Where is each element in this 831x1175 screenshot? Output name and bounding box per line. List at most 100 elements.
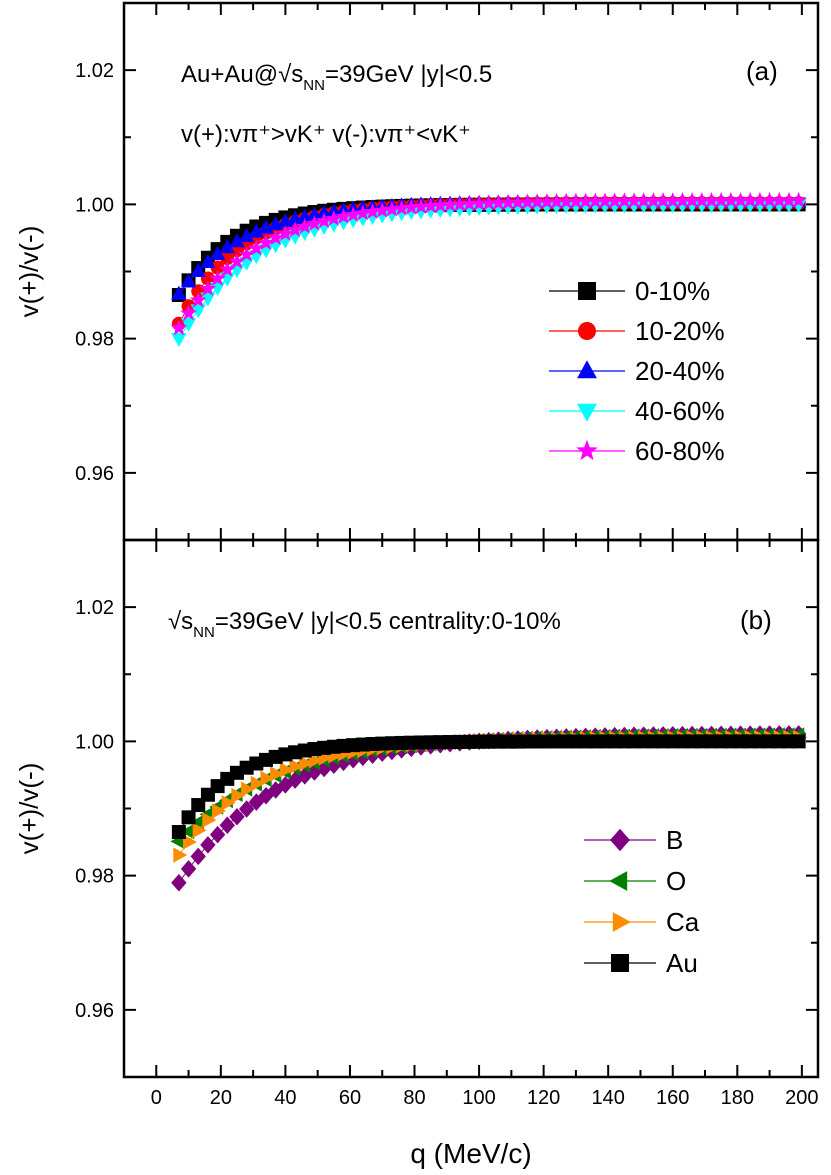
y-tick-label: 0.96 — [75, 1000, 114, 1022]
y-tick-label: 0.98 — [75, 866, 114, 888]
data-point — [238, 245, 255, 262]
data-point — [315, 212, 333, 229]
data-point — [171, 285, 187, 300]
data-point — [422, 197, 439, 214]
series-B — [171, 725, 807, 892]
legend-entry: 20-40% — [549, 356, 725, 386]
data-point — [606, 192, 623, 209]
annotation: v(+):vπ⁺>vK⁺ v(-):vπ⁺<vK⁺ — [181, 121, 471, 148]
data-point — [442, 203, 458, 218]
x-tick-label: 200 — [785, 1087, 818, 1109]
data-point — [780, 191, 798, 208]
y-tick-label: 1.02 — [75, 597, 114, 619]
data-point — [228, 252, 246, 269]
data-point — [461, 202, 478, 217]
data-point — [432, 196, 449, 213]
legend-label: B — [666, 825, 683, 855]
data-point — [452, 202, 468, 217]
data-point — [538, 193, 556, 210]
data-point — [703, 191, 720, 208]
x-tick-label: 20 — [210, 1087, 232, 1109]
x-axis-label: q (MeV/c) — [410, 1138, 531, 1169]
data-point — [645, 192, 662, 209]
x-tick-label: 120 — [527, 1087, 560, 1109]
data-point — [171, 333, 187, 348]
data-point — [519, 193, 536, 210]
legend-entry: 0-10% — [549, 276, 710, 306]
data-point — [260, 770, 275, 787]
data-point — [635, 192, 653, 209]
data-point — [761, 191, 778, 208]
data-point — [241, 781, 256, 797]
data-point — [732, 191, 749, 208]
data-point — [248, 223, 265, 238]
plot-frame — [122, 538, 820, 1079]
data-point — [180, 860, 197, 878]
data-point — [209, 246, 226, 261]
data-point — [209, 825, 226, 844]
data-point — [490, 194, 507, 211]
data-point — [219, 816, 235, 834]
legend-marker — [612, 912, 631, 932]
data-point — [790, 198, 807, 213]
data-point — [606, 199, 623, 214]
data-point — [173, 847, 188, 863]
data-point — [209, 281, 226, 296]
data-point — [694, 198, 710, 213]
legend-entry: 10-20% — [549, 316, 725, 346]
data-point — [383, 200, 401, 217]
data-point — [299, 755, 314, 771]
x-tick-label: 60 — [339, 1087, 361, 1109]
data-point — [393, 199, 410, 216]
data-point — [189, 814, 204, 831]
data-point — [171, 874, 187, 892]
data-point — [279, 762, 294, 778]
y-tick-label: 0.98 — [75, 329, 114, 351]
data-point — [413, 205, 429, 220]
data-point — [712, 191, 730, 208]
legend-marker — [578, 282, 596, 300]
data-point — [616, 199, 633, 214]
data-point — [325, 210, 343, 226]
legend-marker — [609, 871, 628, 891]
data-point — [519, 200, 536, 215]
data-point — [752, 198, 768, 213]
data-point — [209, 269, 226, 286]
data-point — [771, 198, 787, 213]
data-point — [791, 734, 806, 749]
data-point — [189, 291, 207, 308]
data-point — [577, 192, 594, 209]
data-point — [190, 263, 206, 278]
data-point — [684, 199, 700, 214]
legend-label: 10-20% — [635, 316, 725, 346]
x-tick-label: 80 — [403, 1087, 425, 1109]
data-point — [210, 260, 225, 275]
data-point — [781, 198, 797, 213]
data-point — [344, 206, 362, 222]
data-point — [335, 207, 352, 224]
data-point — [238, 228, 255, 243]
data-point — [393, 207, 410, 222]
legend-marker — [610, 828, 630, 852]
data-point — [267, 229, 285, 246]
data-point — [231, 787, 246, 804]
data-point — [742, 198, 758, 213]
data-point — [199, 280, 217, 296]
data-point — [200, 253, 216, 268]
data-point — [558, 199, 574, 214]
series-Au — [171, 734, 806, 839]
data-point — [250, 775, 265, 792]
data-point — [510, 200, 526, 215]
legend-marker — [576, 439, 598, 461]
data-point — [170, 319, 188, 336]
data-point — [270, 766, 285, 782]
data-point — [229, 807, 245, 826]
data-point — [180, 317, 197, 332]
data-point — [625, 192, 643, 209]
data-point — [664, 192, 682, 208]
panel-tag: (a) — [746, 56, 778, 86]
data-point — [412, 198, 430, 214]
data-point — [703, 198, 720, 213]
data-point — [626, 199, 642, 214]
y-tick-label: 1.00 — [75, 194, 114, 216]
